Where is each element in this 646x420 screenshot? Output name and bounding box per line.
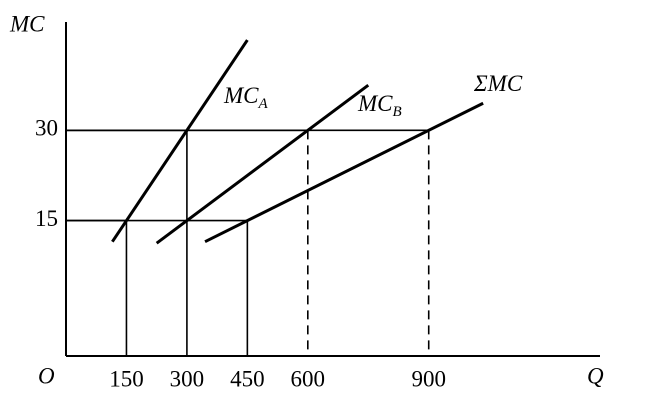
series-label: MCB	[357, 91, 402, 120]
x-tick-label: 150	[109, 366, 144, 391]
series-name: MC	[223, 83, 259, 108]
x-tick-label: 600	[291, 366, 326, 391]
line	[204, 101, 484, 244]
series-subscript: B	[393, 104, 402, 120]
series-name: ΣMC	[473, 71, 523, 96]
series-subscript: A	[258, 96, 269, 112]
x-axis-label: Q	[587, 363, 604, 388]
series-name: MC	[357, 91, 393, 116]
line	[111, 39, 249, 243]
y-tick-label: 30	[35, 116, 58, 141]
line	[155, 83, 370, 245]
series-label: MCA	[223, 83, 269, 112]
x-tick-label: 900	[411, 366, 446, 391]
x-tick-label: 300	[170, 366, 205, 391]
y-tick-label: 15	[35, 206, 58, 231]
origin-label: O	[38, 363, 55, 388]
series-label: ΣMC	[473, 71, 523, 96]
y-axis-label: MC	[9, 11, 45, 36]
x-tick-label: 450	[230, 366, 265, 391]
